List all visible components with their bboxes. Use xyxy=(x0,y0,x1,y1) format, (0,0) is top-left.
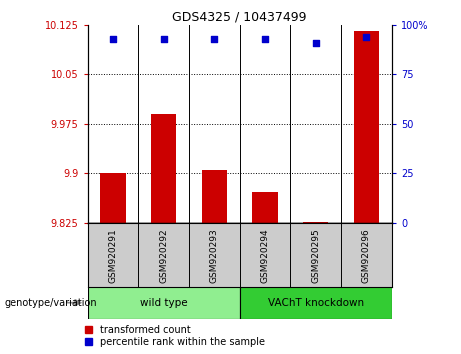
Bar xyxy=(100,173,125,223)
FancyBboxPatch shape xyxy=(240,287,392,319)
FancyBboxPatch shape xyxy=(88,287,240,319)
Text: GSM920296: GSM920296 xyxy=(362,228,371,283)
Text: GSM920291: GSM920291 xyxy=(108,228,118,283)
Text: GSM920292: GSM920292 xyxy=(159,228,168,283)
Legend: transformed count, percentile rank within the sample: transformed count, percentile rank withi… xyxy=(83,323,267,349)
Point xyxy=(312,40,319,45)
Title: GDS4325 / 10437499: GDS4325 / 10437499 xyxy=(172,11,307,24)
Text: wild type: wild type xyxy=(140,298,188,308)
Point xyxy=(261,36,269,41)
Text: genotype/variation: genotype/variation xyxy=(5,298,97,308)
Point xyxy=(211,36,218,41)
Point xyxy=(363,34,370,40)
Bar xyxy=(151,114,176,223)
Point xyxy=(109,36,117,41)
Bar xyxy=(354,32,379,223)
Bar xyxy=(201,170,227,223)
Text: VAChT knockdown: VAChT knockdown xyxy=(268,298,364,308)
Text: GSM920293: GSM920293 xyxy=(210,228,219,283)
Point xyxy=(160,36,167,41)
Bar xyxy=(303,222,328,223)
Text: GSM920294: GSM920294 xyxy=(260,228,270,283)
Bar xyxy=(252,192,278,223)
Text: GSM920295: GSM920295 xyxy=(311,228,320,283)
